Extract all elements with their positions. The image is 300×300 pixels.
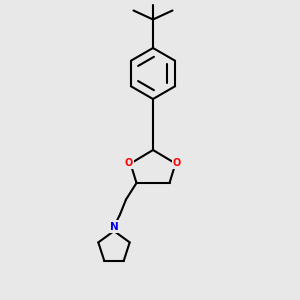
Text: O: O bbox=[173, 158, 181, 169]
Text: O: O bbox=[125, 158, 133, 169]
Text: N: N bbox=[110, 221, 118, 232]
